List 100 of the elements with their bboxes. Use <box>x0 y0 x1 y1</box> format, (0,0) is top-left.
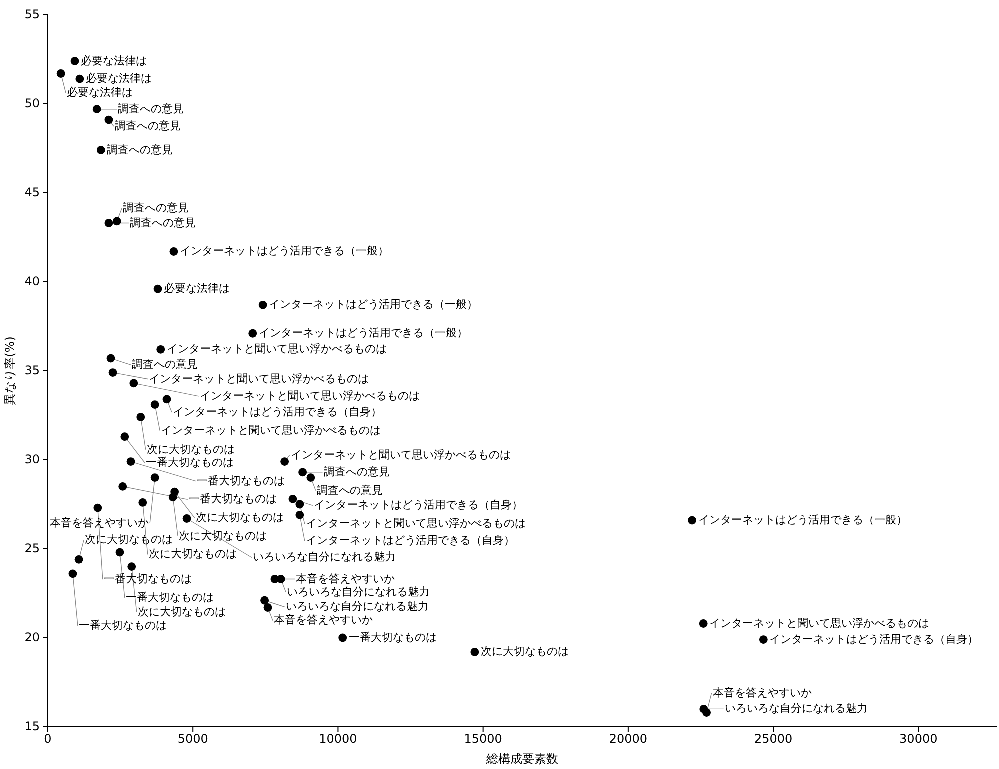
point <box>156 345 166 354</box>
point <box>94 504 102 512</box>
point <box>118 482 128 491</box>
annotation: 調査への意見 <box>107 143 174 156</box>
y-tick-label: 55 <box>24 7 40 22</box>
annotation: いろいろな自分になれる魅力 <box>287 585 430 598</box>
x-tick-label: 0 <box>44 732 52 746</box>
point <box>296 510 304 520</box>
point <box>120 432 130 442</box>
annotation: 次に大切なものは <box>138 605 226 618</box>
annotation: 調査への意見 <box>316 484 383 497</box>
point <box>112 217 122 226</box>
point <box>759 636 768 644</box>
point <box>162 395 172 404</box>
annotation: インターネットはどう活用できる（一般） <box>698 514 908 527</box>
annotation: 調査への意見 <box>118 102 184 116</box>
annotation: 次に大切なものは <box>179 529 268 542</box>
annotation: 本音を答えやすいか <box>296 572 395 586</box>
y-axis-title: 異なり率(%) <box>3 336 17 406</box>
point <box>126 458 136 466</box>
point <box>128 562 136 571</box>
annotation: 必要な法律は <box>86 72 152 86</box>
annotation: インターネットはどう活用できる（自身） <box>314 498 523 512</box>
x-tick-label: 30000 <box>900 732 938 746</box>
x-tick-label: 15000 <box>464 732 502 746</box>
point <box>298 468 308 477</box>
y-tick-label: 30 <box>24 452 40 466</box>
annotation: 次に大切なものは <box>196 511 284 524</box>
point <box>106 354 116 363</box>
annotation: 一番大切なものは <box>188 492 277 506</box>
annotation: インターネットと聞いて思い浮かべるものは <box>306 517 526 530</box>
point <box>68 570 78 578</box>
y-tick-label: 25 <box>24 541 40 556</box>
point <box>276 575 286 584</box>
annotation: 一番大切なものは <box>197 474 285 488</box>
point <box>280 458 290 466</box>
annotation: 次に大切なものは <box>146 442 235 456</box>
annotation: インターネットと聞いて思い浮かべるものは <box>166 342 387 356</box>
point <box>108 368 118 377</box>
point <box>138 498 148 507</box>
annotation: インターネットと聞いて思い浮かべるものは <box>290 448 511 462</box>
x-tick-label: 5000 <box>178 732 208 746</box>
y-tick-label: 35 <box>24 363 40 378</box>
point <box>56 70 66 78</box>
x-axis-title: 総構成要素数 <box>486 752 558 766</box>
annotation: インターネットと聞いて思い浮かべるものは <box>200 389 420 402</box>
point <box>258 300 268 310</box>
point <box>248 329 258 338</box>
annotation: 次に大切なものは <box>148 548 237 561</box>
point <box>264 604 272 612</box>
x-tick-label: 25000 <box>754 732 793 746</box>
x-tick-label: 10000 <box>319 732 358 746</box>
point <box>168 493 178 502</box>
y-tick-label: 20 <box>24 630 40 644</box>
point <box>288 494 298 504</box>
annotation: インターネットはどう活用できる（一般） <box>180 244 389 258</box>
point <box>104 116 114 124</box>
point <box>170 248 178 256</box>
y-tick-label: 40 <box>24 274 40 288</box>
point <box>150 400 160 410</box>
annotation: いろいろな自分になれる魅力 <box>286 600 429 614</box>
annotation: インターネットと聞いて思い浮かべるものは <box>149 372 370 386</box>
annotation: いろいろな自分になれる魅力 <box>724 702 868 716</box>
point <box>104 219 114 228</box>
x-tick-label: 20000 <box>609 732 648 746</box>
annotation: インターネットはどう活用できる（一般） <box>258 326 468 340</box>
point <box>92 105 102 114</box>
point <box>76 74 84 84</box>
y-tick-label: 45 <box>24 185 40 200</box>
point <box>306 474 316 482</box>
annotation: 調査への意見 <box>324 465 390 478</box>
annotation: インターネットはどう活用できる（自身） <box>306 534 515 548</box>
annotation: 一番大切なものは <box>126 591 214 604</box>
annotation: 次に大切なものは <box>85 533 174 546</box>
point <box>338 634 348 642</box>
annotation: インターネットと聞いて思い浮かべるものは <box>710 616 930 630</box>
y-tick-label: 15 <box>24 719 40 734</box>
point <box>470 648 480 656</box>
annotation: 一番大切なものは <box>146 456 234 469</box>
annotation: 必要な法律は <box>67 86 134 100</box>
annotation: 本音を答えやすいか <box>712 686 812 700</box>
annotation: インターネットと聞いて思い浮かべるものは <box>161 424 382 437</box>
annotation: 本音を答えやすいか <box>50 516 150 530</box>
annotation: 一番大切なものは <box>104 572 192 586</box>
y-tick-label: 50 <box>24 96 40 110</box>
point <box>150 474 160 482</box>
annotation: 必要な法律は <box>164 282 230 296</box>
annotation: 調査への意見 <box>123 201 190 214</box>
annotation: インターネットはどう活用できる（一般） <box>269 298 478 312</box>
point <box>74 555 84 564</box>
annotation: 次に大切なものは <box>480 645 569 658</box>
point <box>154 284 162 294</box>
annotation: 調査への意見 <box>114 120 181 133</box>
annotation: いろいろな自分になれる魅力 <box>253 550 396 564</box>
point <box>702 708 711 717</box>
annotation: 調査への意見 <box>130 216 196 230</box>
annotation: インターネットはどう活用できる（自身） <box>172 405 382 418</box>
point <box>130 379 138 388</box>
point <box>96 146 106 154</box>
point <box>699 620 708 628</box>
